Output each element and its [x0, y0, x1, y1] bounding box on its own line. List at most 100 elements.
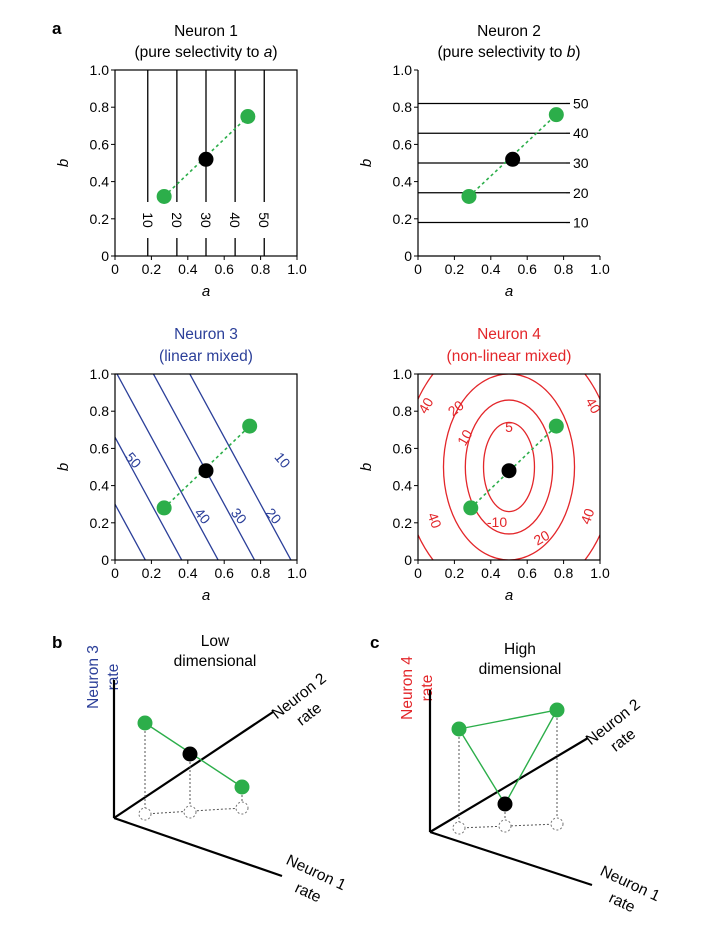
neuron1-xtick-label: 0.4	[178, 261, 198, 277]
panel-c-yaxis-line2: rate	[419, 675, 436, 702]
panel-b-title-line2: dimensional	[174, 653, 257, 670]
panel-b-ghost-3	[235, 801, 249, 815]
neuron4-ytick-label: 0.6	[393, 440, 413, 456]
neuron2-ytick-label: 0	[404, 248, 412, 264]
panel-c-title-line2: dimensional	[479, 661, 562, 678]
neuron2-xtick-label: 0	[414, 261, 422, 277]
neuron4-dashed-connector	[470, 425, 557, 509]
neuron4-label-40b: 40	[583, 395, 605, 417]
panel-c-diagonal-axis	[429, 737, 589, 833]
panel-b-diagonal-axis	[113, 711, 274, 819]
neuron3-contours	[115, 374, 292, 560]
neuron3-contour-label-10: 10	[271, 449, 293, 471]
panel-label-c: c	[370, 633, 379, 652]
panel-c-point-green-1	[451, 721, 467, 737]
panel-b-diagram: Low dimensional Neuron 3 rate Neuron 2 r…	[85, 633, 348, 906]
neuron3-contour-label-30: 30	[228, 505, 250, 527]
neuron3-plot: Neuron 3 (linear mixed) 50 40 30 20 10 0 0.2 0…	[55, 326, 307, 604]
neuron2-subtitle: (pure selectivity to b)	[437, 44, 580, 61]
panel-b-point-green-2	[234, 779, 250, 795]
neuron3-xtick-label: 1.0	[287, 565, 307, 581]
panel-b-ghost-1	[138, 807, 152, 821]
neuron3-contour-50	[115, 502, 147, 560]
neuron1-point-black	[198, 151, 214, 167]
panel-c-point-black	[497, 796, 513, 812]
neuron4-point-green-2	[548, 418, 564, 434]
neuron1-title: Neuron 1	[174, 23, 238, 40]
neuron1-contour-label-40: 40	[227, 212, 243, 228]
panel-c-ghost-2	[498, 819, 512, 833]
neuron4-plot: Neuron 4 (non-linear mixed) 0 0.2 0.4 0.6 0.…	[358, 326, 610, 604]
neuron3-contour-label-20: 20	[262, 505, 284, 527]
panel-label-a: a	[52, 19, 62, 38]
neuron4-contour-5	[482, 421, 536, 513]
neuron1-contour-label-50: 50	[256, 212, 272, 228]
neuron3-ytick-label: 0.8	[90, 403, 110, 419]
neuron1-point-green-2	[240, 109, 256, 124]
panel-label-b: b	[52, 633, 62, 652]
neuron3-xtick-label: 0.2	[142, 565, 162, 581]
neuron3-xtick-label: 0.4	[178, 565, 198, 581]
neuron4-label-40c: 40	[425, 510, 445, 530]
neuron4-ytick-label: 0.2	[393, 515, 413, 531]
neuron3-point-black	[198, 463, 214, 479]
neuron2-xlabel: a	[505, 283, 513, 300]
neuron3-xtick-label: 0.6	[214, 565, 234, 581]
neuron3-subtitle: (linear mixed)	[159, 348, 253, 365]
neuron4-xlabel: a	[505, 587, 513, 604]
neuron2-xtick-label: 1.0	[590, 261, 610, 277]
neuron4-xtick-label: 0.2	[445, 565, 465, 581]
panel-b-yaxis-line1: Neuron 3	[85, 645, 102, 709]
neuron4-label-neg10: -10	[487, 514, 507, 530]
panel-c-ghost-1	[452, 821, 466, 835]
panel-b-horizontal-axis	[113, 816, 283, 878]
neuron4-ytick-label: 0.4	[393, 478, 413, 494]
neuron4-contour-10	[464, 399, 554, 535]
neuron4-ytick-label: 0.8	[393, 403, 413, 419]
neuron1-ylabel: b	[55, 159, 72, 167]
neuron4-xtick-label: 0.8	[554, 565, 574, 581]
neuron4-xtick-label: 0	[414, 565, 422, 581]
neuron2-xtick-label: 0.2	[445, 261, 465, 277]
panel-c-point-green-2	[549, 702, 565, 718]
panel-b-point-green-1	[137, 715, 153, 731]
neuron1-ytick-label: 0.4	[90, 174, 110, 190]
neuron2-contour-label-40: 40	[573, 125, 589, 141]
neuron2-contour-label-10: 10	[573, 215, 589, 231]
panel-c-yaxis-line1: Neuron 4	[399, 656, 416, 720]
neuron1-xtick-label: 0.2	[142, 261, 162, 277]
neuron2-xtick-label: 0.8	[554, 261, 574, 277]
neuron1-contour-label-10: 10	[140, 212, 156, 228]
neuron4-label-40d: 40	[577, 506, 597, 526]
neuron4-label-10: 10	[454, 427, 476, 449]
neuron2-title: Neuron 2	[477, 23, 541, 40]
neuron3-ytick-label: 0	[101, 552, 109, 568]
neuron2-ytick-label: 1.0	[393, 62, 413, 78]
neuron3-contour-label-50: 50	[122, 449, 144, 471]
neuron3-frame	[114, 373, 298, 561]
neuron2-contour-label-30: 30	[573, 155, 589, 171]
neuron4-subtitle: (non-linear mixed)	[447, 348, 572, 365]
neuron4-title: Neuron 4	[477, 326, 541, 343]
neuron2-ytick-label: 0.4	[393, 174, 413, 190]
neuron1-dashed-connector	[163, 115, 249, 198]
neuron2-point-green-2	[548, 107, 564, 123]
neuron1-xlabel: a	[202, 283, 210, 300]
neuron3-title: Neuron 3	[174, 326, 238, 343]
neuron1-ytick-label: 0	[101, 248, 109, 264]
panel-c-horizontal-axis	[429, 830, 593, 887]
neuron3-point-green-2	[242, 418, 258, 434]
neuron4-ytick-label: 0	[404, 552, 412, 568]
neuron4-point-black	[501, 463, 517, 479]
neuron4-xtick-label: 0.6	[517, 565, 537, 581]
neuron3-contour-40	[115, 435, 183, 560]
neuron4-point-green-1	[463, 500, 479, 516]
panel-c-triangle	[457, 709, 559, 806]
neuron1-contour-label-30: 30	[198, 212, 214, 228]
neuron4-ytick-label: 1.0	[393, 366, 413, 382]
neuron1-ytick-label: 0.8	[90, 99, 110, 115]
neuron4-label-20b: 20	[531, 527, 553, 549]
neuron2-ytick-label: 0.8	[393, 99, 413, 115]
neuron4-frame	[417, 373, 601, 561]
neuron3-contour-label-40: 40	[191, 505, 213, 527]
